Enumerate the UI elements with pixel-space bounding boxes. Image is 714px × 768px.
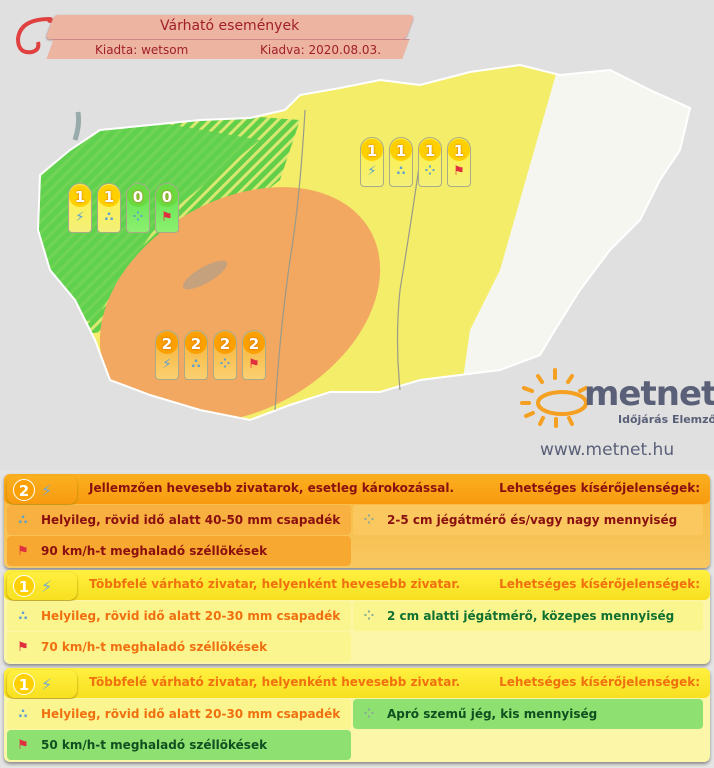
badge-group-north-east: 1 ⚡ 1 ∴ 1 ⁘ 1 ⚑ bbox=[360, 137, 471, 187]
hail-text: Apró szemű jég, kis mennyiség bbox=[387, 707, 598, 721]
hail-icon: ⁘ bbox=[363, 512, 375, 528]
hail-icon: ⁘ bbox=[219, 357, 231, 372]
warning-level-panel: 1 ⚡ Többfelé várható zivatar, helyenként … bbox=[4, 668, 710, 762]
rain-text: Helyileg, rövid idő alatt 20-30 mm csapa… bbox=[41, 609, 341, 623]
accompanying-label: Lehetséges kísérőjelenségek: bbox=[499, 577, 700, 591]
warning-level-panel: 2 ⚡ Jellemzően hevesebb zivatarok, esetle… bbox=[4, 474, 710, 568]
thunderstorm-icon: ⚡ bbox=[41, 576, 53, 596]
hail-row: ⁘ 2 cm alatti jégátmérő, közepes mennyisé… bbox=[353, 601, 703, 631]
level-box: 1 ⚡ bbox=[7, 572, 77, 600]
warning-badge[interactable]: 0 ⁘ bbox=[126, 183, 150, 233]
level-number: 2 bbox=[13, 479, 35, 501]
rain-text: Helyileg, rövid idő alatt 40-50 mm csapa… bbox=[41, 513, 341, 527]
forecast-header: Várható események Kiadta: wetsom Kiadva:… bbox=[45, 15, 415, 61]
windsock-icon: ⚑ bbox=[17, 639, 29, 655]
warning-badge[interactable]: 1 ∴ bbox=[389, 137, 413, 187]
rain-row: ∴ Helyileg, rövid idő alatt 40-50 mm csap… bbox=[7, 505, 351, 535]
rain-icon: ∴ bbox=[18, 512, 28, 528]
wind-text: 90 km/h-t meghaladó széllökések bbox=[41, 544, 268, 558]
thunderstorm-icon: ⚡ bbox=[41, 674, 53, 694]
rain-icon: ∴ bbox=[104, 210, 114, 225]
rain-row: ∴ Helyileg, rövid idő alatt 20-30 mm csap… bbox=[7, 699, 351, 729]
issued-date: Kiadva: 2020.08.03. bbox=[260, 43, 382, 57]
level-box: 2 ⚡ bbox=[7, 476, 77, 504]
level-number: 2 bbox=[214, 332, 236, 354]
thunderstorm-icon: ⚡ bbox=[75, 210, 85, 225]
rain-icon: ∴ bbox=[191, 357, 201, 372]
sun-icon bbox=[520, 368, 588, 428]
windsock-icon: ⚑ bbox=[17, 543, 29, 559]
thunderstorm-icon: ⚡ bbox=[367, 164, 377, 179]
page-title: Várható események bbox=[160, 18, 300, 34]
warning-badge[interactable]: 1 ⁘ bbox=[418, 137, 442, 187]
level-number: 1 bbox=[448, 139, 470, 161]
hail-text: 2-5 cm jégátmérő és/vagy nagy mennyiség bbox=[387, 513, 678, 527]
level-number: 1 bbox=[69, 185, 91, 207]
level-number: 1 bbox=[13, 575, 35, 597]
wind-text: 70 km/h-t meghaladó széllökések bbox=[41, 640, 268, 654]
level-number: 2 bbox=[185, 332, 207, 354]
hail-icon: ⁘ bbox=[363, 706, 375, 722]
hail-icon: ⁘ bbox=[424, 164, 436, 179]
rain-icon: ∴ bbox=[18, 706, 28, 722]
level-number: 1 bbox=[98, 185, 120, 207]
badge-group-west: 1 ⚡ 1 ∴ 0 ⁘ 0 ⚑ bbox=[68, 183, 179, 233]
level-box: 1 ⚡ bbox=[7, 670, 77, 698]
issued-by: Kiadta: wetsom bbox=[95, 43, 189, 57]
logo-url[interactable]: www.metnet.hu bbox=[540, 440, 675, 460]
rain-row: ∴ Helyileg, rövid idő alatt 20-30 mm csap… bbox=[7, 601, 351, 631]
warning-badge[interactable]: 1 ⚡ bbox=[68, 183, 92, 233]
wind-icon: ⚑ bbox=[161, 210, 173, 225]
thunderstorm-icon: ⚡ bbox=[162, 357, 172, 372]
wind-row: ⚑ 90 km/h-t meghaladó széllökések bbox=[7, 536, 351, 566]
warning-badge[interactable]: 1 ∴ bbox=[97, 183, 121, 233]
warning-badge[interactable]: 1 ⚡ bbox=[360, 137, 384, 187]
logo-name: metnet bbox=[584, 374, 714, 414]
hail-row: ⁘ 2-5 cm jégátmérő és/vagy nagy mennyiség bbox=[353, 505, 703, 535]
wind-icon: ⚑ bbox=[248, 357, 260, 372]
panel-header: 1 ⚡ Többfelé várható zivatar, helyenként … bbox=[4, 570, 710, 600]
warning-badge[interactable]: 2 ∴ bbox=[184, 330, 208, 380]
windsock-icon: ⚑ bbox=[17, 737, 29, 753]
badge-group-south-central: 2 ⚡ 2 ∴ 2 ⁘ 2 ⚑ bbox=[155, 330, 266, 380]
wind-row: ⚑ 70 km/h-t meghaladó széllökések bbox=[7, 632, 351, 662]
hail-row: ⁘ Apró szemű jég, kis mennyiség bbox=[353, 699, 703, 729]
warning-level-panel: 1 ⚡ Többfelé várható zivatar, helyenként … bbox=[4, 570, 710, 664]
warning-badge[interactable]: 1 ⚑ bbox=[447, 137, 471, 187]
wind-row: ⚑ 50 km/h-t meghaladó széllökések bbox=[7, 730, 351, 760]
level-number: 0 bbox=[156, 185, 178, 207]
hail-text: 2 cm alatti jégátmérő, közepes mennyiség bbox=[387, 609, 675, 623]
hail-icon: ⁘ bbox=[363, 608, 375, 624]
level-number: 1 bbox=[419, 139, 441, 161]
panel-header: 2 ⚡ Jellemzően hevesebb zivatarok, esetle… bbox=[4, 474, 710, 504]
level-description: Jellemzően hevesebb zivatarok, esetleg k… bbox=[89, 481, 455, 495]
rain-text: Helyileg, rövid idő alatt 20-30 mm csapa… bbox=[41, 707, 341, 721]
warning-badge[interactable]: 0 ⚑ bbox=[155, 183, 179, 233]
wind-icon: ⚑ bbox=[453, 164, 465, 179]
accompanying-label: Lehetséges kísérőjelenségek: bbox=[499, 675, 700, 689]
level-number: 0 bbox=[127, 185, 149, 207]
warning-badge[interactable]: 2 ⚡ bbox=[155, 330, 179, 380]
level-number: 1 bbox=[390, 139, 412, 161]
level-number: 2 bbox=[156, 332, 178, 354]
level-description: Többfelé várható zivatar, helyenként hev… bbox=[89, 577, 461, 591]
logo-tagline: Időjárás Elemző bbox=[618, 413, 714, 426]
rain-icon: ∴ bbox=[396, 164, 406, 179]
wind-text: 50 km/h-t meghaladó széllökések bbox=[41, 738, 268, 752]
level-number: 2 bbox=[243, 332, 265, 354]
level-number: 1 bbox=[361, 139, 383, 161]
rain-icon: ∴ bbox=[18, 608, 28, 624]
level-number: 1 bbox=[13, 673, 35, 695]
warning-badge[interactable]: 2 ⚑ bbox=[242, 330, 266, 380]
level-description: Többfelé várható zivatar, helyenként hev… bbox=[89, 675, 461, 689]
accompanying-label: Lehetséges kísérőjelenségek: bbox=[499, 481, 700, 495]
panel-header: 1 ⚡ Többfelé várható zivatar, helyenként … bbox=[4, 668, 710, 698]
hail-icon: ⁘ bbox=[132, 210, 144, 225]
warning-badge[interactable]: 2 ⁘ bbox=[213, 330, 237, 380]
thunderstorm-icon: ⚡ bbox=[41, 480, 53, 500]
